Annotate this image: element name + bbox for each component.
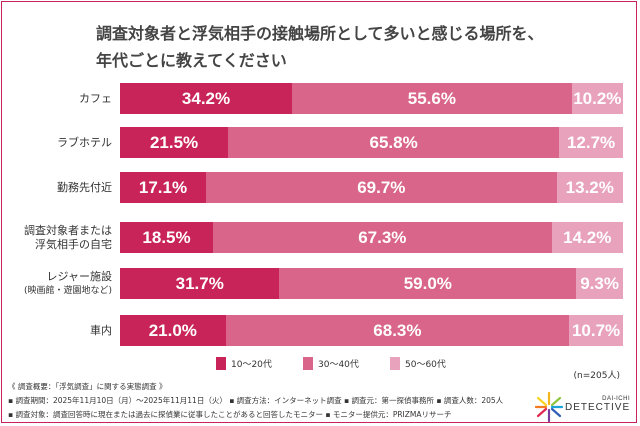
category-label: カフェ [79, 83, 112, 114]
data-label: 59.0% [403, 273, 452, 293]
bar-segment: 68.3% [225, 315, 570, 346]
data-label: 31.7% [175, 273, 224, 293]
chart-title: 調査対象者と浮気相手の接触場所として多いと感じる場所を、 年代ごとに教えてくださ… [96, 20, 544, 74]
bar-segment: 18.5% [120, 222, 214, 253]
stacked-bar: 21.0% 68.3% 10.7% [120, 315, 623, 346]
logo-starburst-icon [535, 392, 563, 422]
bar-segment: 14.2% [551, 222, 623, 253]
data-label: 10.7% [571, 320, 621, 340]
bar-row: 勤務先付近 17.1% 69.7% 13.2% [0, 172, 640, 203]
legend-label: 30〜40代 [318, 360, 359, 370]
bar-row: ラブホテル 21.5% 65.8% 12.7% [0, 127, 640, 158]
category-label-line: レジャー施設 [46, 269, 112, 283]
bar-segment: 69.7% [206, 172, 557, 203]
data-label: 67.3% [358, 227, 407, 247]
data-label: 14.2% [563, 227, 612, 247]
category-label-line: (映画館・遊園地など) [23, 285, 112, 296]
category-label-line: ラブホテル [57, 135, 112, 149]
bar-segment: 31.7% [120, 268, 280, 299]
data-label: 13.2% [565, 177, 614, 197]
data-label: 21.5% [149, 132, 199, 152]
category-label: レジャー施設 (映画館・遊園地など) [24, 268, 112, 299]
bar-segment: 21.0% [120, 315, 226, 346]
bar-segment: 21.5% [120, 127, 229, 158]
bar-segment: 65.8% [228, 127, 560, 158]
bar-segment: 13.2% [556, 172, 623, 203]
stacked-bar: 21.5% 65.8% 12.7% [120, 127, 623, 158]
data-label: 17.1% [138, 177, 188, 197]
category-label: 勤務先付近 [57, 172, 112, 203]
logo: DAI-ICHI DETECTIVE [565, 396, 630, 413]
bar-segment: 12.7% [559, 127, 623, 158]
bar-segment: 10.2% [571, 83, 623, 114]
legend-item: 50〜60代 [390, 357, 446, 370]
data-label: 68.3% [373, 320, 422, 340]
bar-segment: 67.3% [213, 222, 552, 253]
data-label: 10.2% [573, 88, 622, 108]
legend-item: 30〜40代 [303, 357, 359, 370]
stacked-bar: 31.7% 59.0% 9.3% [120, 268, 623, 299]
stacked-bar: 34.2% 55.6% 10.2% [120, 83, 623, 114]
category-label: 調査対象者または 浮気相手の自宅 [24, 222, 112, 253]
legend-swatch [390, 357, 400, 370]
bar-row: カフェ 34.2% 55.6% 10.2% [0, 83, 640, 114]
legend-label: 50〜60代 [405, 360, 446, 370]
data-label: 34.2% [181, 88, 231, 108]
legend-label: 10〜20代 [231, 360, 272, 370]
data-label: 55.6% [407, 88, 456, 108]
footer-survey-title: 《 調査概要：「浮気調査」に関する実態調査 》 [8, 382, 167, 391]
bar-segment: 34.2% [120, 83, 293, 114]
category-label: ラブホテル [57, 127, 112, 158]
sample-size-note: (n=205人) [573, 371, 620, 381]
logo-top: DAI-ICHI [602, 396, 631, 402]
data-label: 65.8% [369, 132, 418, 152]
category-label: 車内 [90, 315, 112, 346]
legend: 10〜20代 30〜40代 50〜60代 [0, 357, 640, 373]
data-label: 69.7% [357, 177, 406, 197]
category-label-line: 調査対象者または [24, 223, 112, 237]
footer-survey-target: ▪ 調査対象：調査回答時に現在または過去に探偵業に従事したことがあると回答したモ… [8, 410, 452, 419]
data-label: 21.0% [148, 320, 197, 340]
bar-segment: 59.0% [279, 268, 577, 299]
legend-swatch [216, 357, 226, 370]
title-line-1: 調査対象者と浮気相手の接触場所として多いと感じる場所を、 [96, 24, 544, 43]
category-label-line: 車内 [90, 323, 112, 337]
stacked-bar: 17.1% 69.7% 13.2% [120, 172, 623, 203]
data-label: 18.5% [142, 227, 191, 247]
title-line-2: 年代ごとに教えてください [96, 51, 287, 70]
bar-row: 車内 21.0% 68.3% 10.7% [0, 315, 640, 346]
bar-row: レジャー施設 (映画館・遊園地など) 31.7% 59.0% 9.3% [0, 268, 640, 299]
bar-segment: 10.7% [569, 315, 623, 346]
bar-segment: 9.3% [576, 268, 623, 299]
bar-segment: 55.6% [292, 83, 572, 114]
data-label: 9.3% [580, 273, 619, 293]
category-label-line: カフェ [79, 91, 112, 105]
legend-item: 10〜20代 [216, 357, 272, 370]
bar-segment: 17.1% [120, 172, 206, 203]
category-label-line: 浮気相手の自宅 [35, 237, 112, 251]
footer-survey-details: ▪ 調査期間：2025年11月10日（月）〜2025年11月11日（火） ▪ 調… [8, 396, 504, 405]
data-label: 12.7% [566, 132, 616, 152]
stacked-bar: 18.5% 67.3% 14.2% [120, 222, 623, 253]
bar-row: 調査対象者または 浮気相手の自宅 18.5% 67.3% 14.2% [0, 222, 640, 253]
category-label-line: 勤務先付近 [57, 180, 112, 194]
legend-swatch [303, 357, 313, 370]
logo-bottom: DETECTIVE [565, 402, 631, 413]
